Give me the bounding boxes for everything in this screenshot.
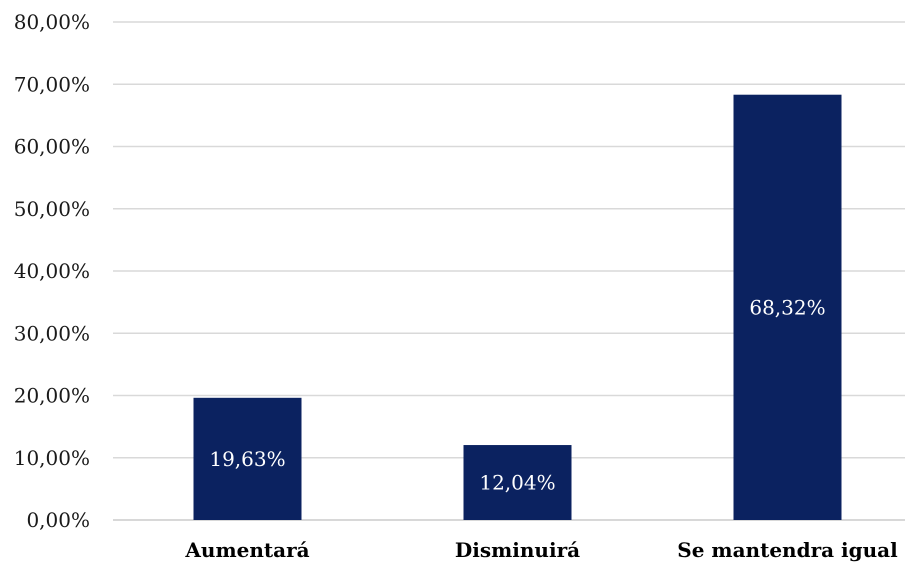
y-tick-label: 40,00%: [14, 259, 90, 283]
x-tick-label: Aumentará: [184, 538, 309, 562]
y-tick-label: 50,00%: [14, 197, 90, 221]
x-axis-category-labels: Aumentará Disminuirá Se mantendra igual: [184, 538, 898, 562]
bar-data-label: 68,32%: [749, 295, 825, 319]
bar-data-label: 12,04%: [479, 471, 555, 495]
x-tick-label: Se mantendra igual: [677, 538, 898, 562]
data-labels: 19,63% 12,04% 68,32%: [209, 295, 825, 494]
bar: [733, 94, 842, 520]
bars: [193, 94, 842, 520]
y-tick-label: 0,00%: [26, 508, 90, 532]
y-tick-label: 70,00%: [14, 72, 90, 96]
bar-data-label: 19,63%: [209, 447, 285, 471]
bar: [193, 397, 302, 520]
bar: [463, 445, 572, 520]
y-tick-label: 30,00%: [14, 321, 90, 345]
y-tick-label: 60,00%: [14, 135, 90, 159]
x-tick-label: Disminuirá: [455, 538, 580, 562]
y-tick-label: 80,00%: [14, 10, 90, 34]
y-tick-label: 10,00%: [14, 446, 90, 470]
y-tick-label: 20,00%: [14, 384, 90, 408]
y-axis-tick-labels: 0,00% 10,00% 20,00% 30,00% 40,00% 50,00% 60,00…: [14, 10, 90, 532]
